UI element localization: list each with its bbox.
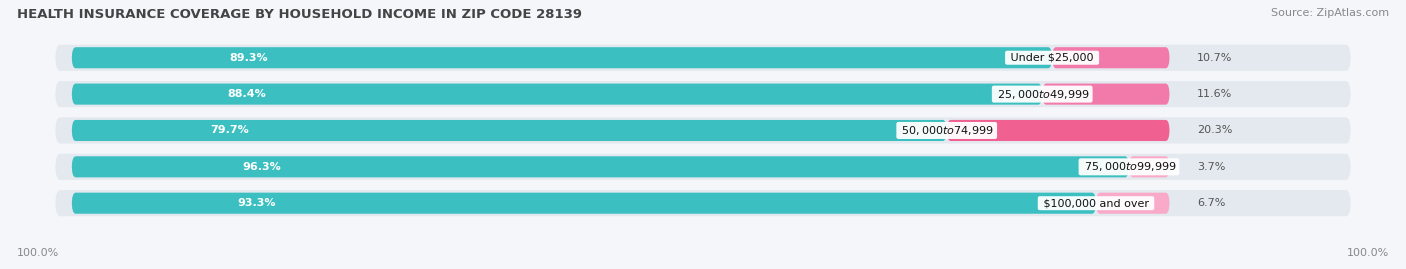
Text: 20.3%: 20.3% [1197,125,1233,136]
FancyBboxPatch shape [1042,84,1170,105]
Text: Source: ZipAtlas.com: Source: ZipAtlas.com [1271,8,1389,18]
FancyBboxPatch shape [1097,193,1170,214]
Text: 100.0%: 100.0% [17,248,59,258]
Text: Under $25,000: Under $25,000 [1007,53,1097,63]
Text: HEALTH INSURANCE COVERAGE BY HOUSEHOLD INCOME IN ZIP CODE 28139: HEALTH INSURANCE COVERAGE BY HOUSEHOLD I… [17,8,582,21]
Text: 6.7%: 6.7% [1197,198,1226,208]
Text: $100,000 and over: $100,000 and over [1040,198,1153,208]
FancyBboxPatch shape [55,81,1351,107]
FancyBboxPatch shape [72,47,1052,68]
FancyBboxPatch shape [946,120,1170,141]
Text: 93.3%: 93.3% [236,198,276,208]
FancyBboxPatch shape [72,156,1129,177]
FancyBboxPatch shape [1052,47,1170,68]
Text: $75,000 to $99,999: $75,000 to $99,999 [1081,160,1177,173]
Text: 3.7%: 3.7% [1197,162,1226,172]
FancyBboxPatch shape [55,117,1351,144]
FancyBboxPatch shape [1129,156,1170,177]
Text: 10.7%: 10.7% [1197,53,1233,63]
FancyBboxPatch shape [55,45,1351,71]
Text: $50,000 to $74,999: $50,000 to $74,999 [898,124,995,137]
FancyBboxPatch shape [72,193,1097,214]
FancyBboxPatch shape [55,190,1351,216]
Text: $25,000 to $49,999: $25,000 to $49,999 [994,88,1091,101]
Text: 11.6%: 11.6% [1197,89,1232,99]
Text: 100.0%: 100.0% [1347,248,1389,258]
Text: 96.3%: 96.3% [243,162,281,172]
FancyBboxPatch shape [72,84,1042,105]
FancyBboxPatch shape [55,154,1351,180]
Text: 79.7%: 79.7% [209,125,249,136]
Text: 89.3%: 89.3% [229,53,267,63]
Text: 88.4%: 88.4% [228,89,266,99]
FancyBboxPatch shape [72,120,946,141]
